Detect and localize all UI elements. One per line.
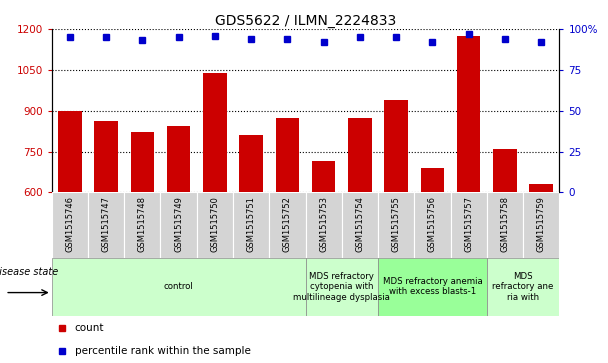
Text: GSM1515754: GSM1515754 — [356, 196, 364, 252]
Bar — [124, 192, 161, 258]
Bar — [451, 192, 487, 258]
Text: GSM1515755: GSM1515755 — [392, 196, 401, 252]
Text: disease state: disease state — [0, 267, 58, 277]
Bar — [275, 118, 299, 192]
Bar — [457, 36, 480, 192]
Bar — [342, 192, 378, 258]
Text: MDS refractory anemia
with excess blasts-1: MDS refractory anemia with excess blasts… — [382, 277, 482, 297]
Bar — [384, 100, 408, 192]
Bar — [52, 258, 305, 316]
Bar — [240, 135, 263, 192]
Text: MDS refractory
cytopenia with
multilineage dysplasia: MDS refractory cytopenia with multilinea… — [293, 272, 390, 302]
Text: GSM1515746: GSM1515746 — [65, 196, 74, 252]
Text: GSM1515758: GSM1515758 — [500, 196, 510, 252]
Title: GDS5622 / ILMN_2224833: GDS5622 / ILMN_2224833 — [215, 14, 396, 28]
Text: MDS
refractory ane
ria with: MDS refractory ane ria with — [492, 272, 554, 302]
Bar — [269, 192, 305, 258]
Bar — [421, 168, 444, 192]
Text: GSM1515751: GSM1515751 — [247, 196, 255, 252]
Text: GSM1515748: GSM1515748 — [138, 196, 147, 252]
Bar — [378, 258, 487, 316]
Text: count: count — [75, 323, 104, 333]
Text: GSM1515757: GSM1515757 — [464, 196, 473, 252]
Bar — [348, 118, 371, 192]
Bar — [378, 192, 414, 258]
Bar — [305, 192, 342, 258]
Bar — [487, 258, 559, 316]
Bar — [305, 258, 378, 316]
Bar — [52, 192, 88, 258]
Bar — [88, 192, 124, 258]
Bar — [131, 132, 154, 192]
Bar — [161, 192, 197, 258]
Bar — [414, 192, 451, 258]
Bar — [167, 126, 190, 192]
Bar — [312, 161, 336, 192]
Text: GSM1515747: GSM1515747 — [102, 196, 111, 252]
Text: GSM1515752: GSM1515752 — [283, 196, 292, 252]
Text: GSM1515749: GSM1515749 — [174, 196, 183, 252]
Bar — [197, 192, 233, 258]
Text: GSM1515753: GSM1515753 — [319, 196, 328, 252]
Bar — [94, 121, 118, 192]
Bar — [523, 192, 559, 258]
Text: control: control — [164, 282, 193, 291]
Text: GSM1515759: GSM1515759 — [537, 196, 546, 252]
Bar — [233, 192, 269, 258]
Bar — [203, 73, 227, 192]
Bar — [530, 184, 553, 192]
Bar — [487, 192, 523, 258]
Text: GSM1515756: GSM1515756 — [428, 196, 437, 252]
Bar — [493, 149, 517, 192]
Text: percentile rank within the sample: percentile rank within the sample — [75, 346, 250, 356]
Text: GSM1515750: GSM1515750 — [210, 196, 219, 252]
Bar — [58, 111, 81, 192]
